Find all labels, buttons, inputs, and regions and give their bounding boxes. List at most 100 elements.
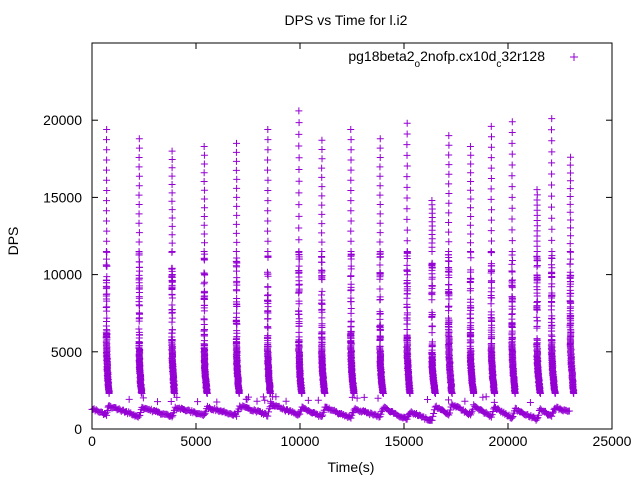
data-point bbox=[403, 280, 411, 288]
data-point bbox=[295, 130, 303, 138]
data-point bbox=[445, 253, 453, 261]
data-point bbox=[533, 415, 541, 423]
data-point bbox=[135, 163, 143, 171]
data-point bbox=[376, 293, 384, 301]
data-point bbox=[295, 201, 303, 209]
data-point bbox=[566, 192, 574, 200]
data-point bbox=[508, 267, 516, 275]
data-point bbox=[488, 328, 496, 336]
data-point bbox=[233, 274, 241, 282]
data-point bbox=[467, 177, 475, 185]
data-point bbox=[535, 407, 543, 415]
data-point bbox=[487, 185, 495, 193]
data-point bbox=[467, 247, 475, 255]
data-point bbox=[445, 268, 453, 276]
data-point bbox=[295, 318, 303, 326]
data-point bbox=[565, 407, 573, 415]
data-point bbox=[304, 396, 312, 404]
data-point bbox=[376, 210, 384, 218]
x-axis-ticks: 0 5000 10000 15000 20000 25000 bbox=[88, 43, 632, 449]
data-point bbox=[403, 162, 411, 170]
data-point bbox=[135, 172, 143, 180]
data-point bbox=[548, 137, 556, 145]
data-point bbox=[135, 271, 143, 279]
data-point bbox=[318, 258, 326, 266]
data-point bbox=[488, 266, 496, 274]
data-point bbox=[428, 341, 436, 349]
data-point bbox=[168, 155, 176, 163]
data-point bbox=[168, 329, 176, 337]
data-point bbox=[103, 408, 111, 416]
data-point bbox=[232, 340, 240, 348]
data-point bbox=[125, 395, 133, 403]
data-point bbox=[376, 247, 384, 255]
data-point bbox=[136, 411, 144, 419]
data-point bbox=[488, 317, 496, 325]
data-point bbox=[486, 412, 494, 420]
data-point bbox=[470, 389, 478, 397]
data-point bbox=[264, 125, 272, 133]
data-point bbox=[295, 289, 303, 297]
data-point bbox=[551, 389, 559, 397]
data-point bbox=[567, 216, 575, 224]
data-point bbox=[487, 143, 495, 151]
data-point bbox=[488, 411, 496, 419]
data-point bbox=[508, 183, 516, 191]
data-point bbox=[445, 288, 453, 296]
data-point bbox=[445, 247, 453, 255]
data-point bbox=[508, 237, 516, 245]
data-point bbox=[566, 286, 574, 294]
data-point bbox=[403, 303, 411, 311]
data-point bbox=[318, 192, 326, 200]
data-point bbox=[445, 238, 453, 246]
data-point bbox=[347, 280, 355, 288]
data-point bbox=[233, 211, 241, 219]
data-point bbox=[295, 165, 303, 173]
data-point bbox=[264, 136, 272, 144]
data-point bbox=[403, 119, 411, 127]
data-point bbox=[533, 283, 541, 291]
data-point bbox=[135, 135, 143, 143]
data-point bbox=[168, 336, 176, 344]
data-point bbox=[479, 393, 487, 401]
data-point bbox=[137, 408, 145, 416]
data-point bbox=[213, 398, 221, 406]
data-point bbox=[103, 156, 111, 164]
data-point bbox=[379, 389, 387, 397]
data-point bbox=[508, 129, 516, 137]
data-point bbox=[376, 135, 384, 143]
data-point bbox=[264, 186, 272, 194]
data-point bbox=[570, 389, 578, 397]
data-point bbox=[374, 394, 382, 402]
data-point bbox=[318, 201, 326, 209]
data-point bbox=[168, 247, 176, 255]
data-point bbox=[168, 222, 176, 230]
data-points bbox=[88, 107, 578, 424]
data-point bbox=[318, 146, 326, 154]
data-point bbox=[508, 257, 516, 265]
data-point bbox=[487, 174, 495, 182]
data-point bbox=[264, 217, 272, 225]
data-point bbox=[264, 283, 272, 291]
data-point bbox=[295, 310, 303, 318]
data-point bbox=[466, 204, 474, 212]
data-point bbox=[135, 210, 143, 218]
data-point bbox=[487, 247, 495, 255]
data-point bbox=[295, 119, 303, 127]
data-point bbox=[403, 334, 411, 342]
data-point bbox=[347, 166, 355, 174]
data-point bbox=[548, 247, 556, 255]
data-point bbox=[105, 389, 113, 397]
data-point bbox=[467, 195, 475, 203]
data-point bbox=[347, 217, 355, 225]
data-point bbox=[200, 212, 208, 220]
data-point bbox=[347, 272, 355, 280]
data-point bbox=[103, 330, 111, 338]
data-point bbox=[103, 283, 111, 291]
data-point bbox=[232, 286, 240, 294]
data-point bbox=[347, 265, 355, 273]
data-point bbox=[233, 412, 241, 420]
data-point bbox=[428, 329, 436, 337]
data-point bbox=[467, 266, 475, 274]
